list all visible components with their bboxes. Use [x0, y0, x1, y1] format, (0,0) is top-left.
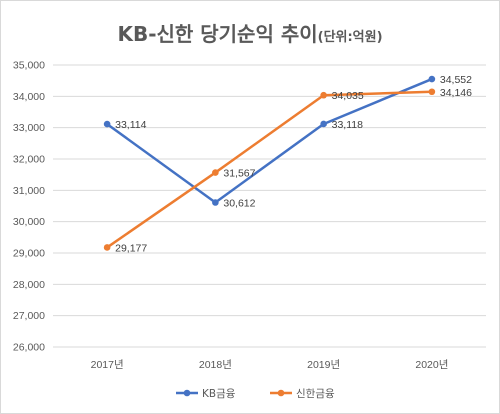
data-label: 30,612 [223, 197, 255, 209]
y-tick-label: 29,000 [13, 248, 45, 260]
data-labels: 33,114 30,612 33,118 34,552 29,177 31,567 34,0… [115, 74, 472, 254]
y-tick-label: 32,000 [13, 154, 45, 166]
data-point [212, 169, 219, 176]
legend-marker [277, 389, 285, 397]
data-label: 34,552 [440, 74, 472, 86]
gridlines [53, 64, 486, 348]
chart-title: KB-신한 당기순익 추이(단위:억원) [117, 22, 382, 46]
y-tick-label: 35,000 [13, 60, 45, 72]
series-line-2 [105, 90, 434, 249]
series-lines [103, 75, 436, 251]
data-point [320, 91, 327, 99]
data-point [103, 244, 111, 251]
y-tick-label: 28,000 [13, 279, 45, 291]
x-tick-label: 2017년 [91, 359, 124, 371]
chart-title-main: KB-신한 당기순익 추이 [117, 22, 317, 46]
y-tick-label: 26,000 [13, 342, 45, 354]
chart-title-unit: (단위:억원) [318, 29, 383, 45]
y-tick-label: 31,000 [13, 185, 45, 197]
data-point [320, 120, 327, 128]
x-tick-label: 2019년 [307, 359, 340, 371]
y-tick-label: 34,000 [13, 91, 45, 103]
data-point [103, 120, 111, 128]
legend-marker [183, 389, 191, 397]
data-label: 29,177 [115, 242, 147, 254]
data-point [212, 199, 219, 206]
series-line-1 [105, 77, 434, 204]
y-tick-label: 27,000 [13, 310, 45, 322]
data-label: 33,114 [115, 119, 146, 131]
data-point [428, 88, 436, 96]
legend-label: 신한금융 [296, 388, 335, 400]
x-axis-tick-labels: 2017년 2018년 2019년 2020년 [91, 359, 449, 371]
y-axis-tick-labels: 26,000 27,000 28,000 29,000 30,000 31,000 32,0… [13, 60, 45, 354]
y-tick-label: 33,000 [13, 122, 45, 134]
data-label: 31,567 [223, 168, 255, 180]
data-label: 34,035 [332, 90, 364, 102]
data-point [428, 75, 436, 83]
y-tick-label: 30,000 [13, 216, 45, 228]
x-tick-label: 2020년 [415, 359, 448, 371]
legend-label: KB금융 [202, 388, 236, 400]
data-label: 34,146 [440, 87, 472, 99]
legend: KB금융 신한금융 [176, 388, 335, 400]
data-label: 33,118 [332, 119, 363, 131]
x-tick-label: 2018년 [199, 359, 232, 371]
